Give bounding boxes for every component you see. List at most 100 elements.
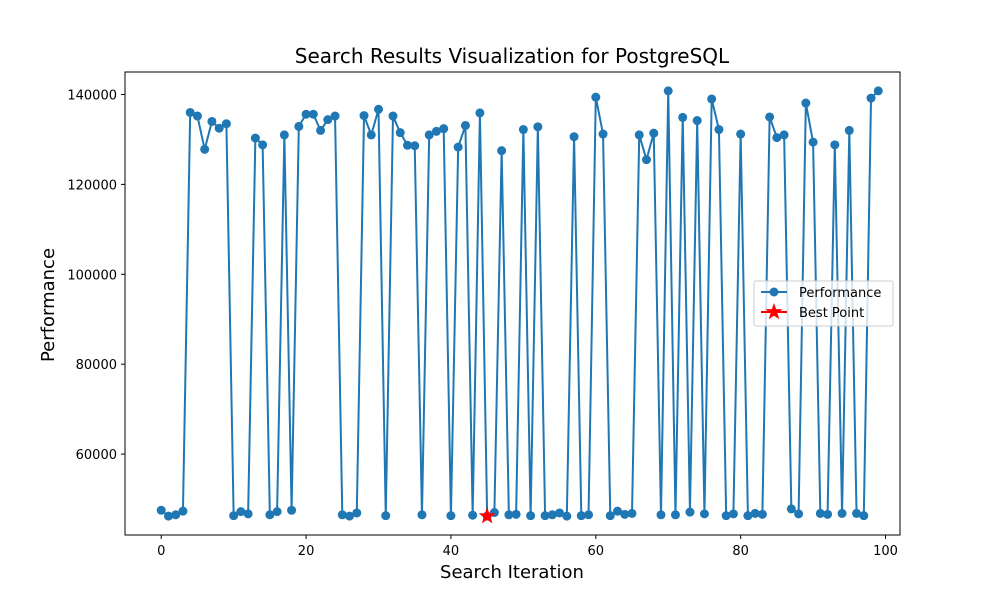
performance-point — [634, 130, 644, 140]
performance-point — [352, 508, 362, 518]
performance-point — [330, 111, 340, 121]
performance-point — [475, 108, 485, 118]
performance-point — [294, 121, 304, 131]
performance-point — [728, 509, 738, 519]
performance-point — [605, 511, 615, 521]
performance-point — [323, 115, 333, 125]
performance-point — [707, 94, 717, 104]
performance-point — [613, 506, 623, 516]
performance-point — [540, 511, 550, 521]
performance-point — [178, 506, 188, 516]
performance-point — [301, 109, 311, 119]
y-tick-label: 100000 — [67, 268, 117, 283]
performance-point — [852, 508, 862, 518]
x-axis-title: Search Iteration — [440, 562, 584, 583]
performance-point — [460, 120, 470, 130]
performance-point — [859, 511, 869, 521]
performance-point — [171, 510, 181, 520]
performance-point — [265, 510, 275, 520]
performance-point — [388, 111, 398, 121]
performance-point — [656, 510, 666, 520]
performance-point — [533, 122, 543, 132]
performance-point — [584, 510, 594, 520]
x-tick-label: 80 — [732, 544, 749, 559]
performance-point — [598, 129, 608, 139]
performance-point — [736, 129, 746, 139]
performance-point — [685, 507, 695, 517]
performance-point — [431, 126, 441, 136]
performance-point — [243, 509, 253, 519]
performance-point — [837, 508, 847, 518]
performance-point — [439, 124, 449, 134]
performance-point — [381, 511, 391, 521]
legend: Performance Best Point — [753, 280, 894, 327]
x-tick-label: 20 — [298, 544, 315, 559]
legend-performance-label: Performance — [799, 286, 881, 301]
y-tick-label: 60000 — [76, 448, 117, 463]
performance-point — [772, 133, 782, 143]
performance-point — [359, 111, 369, 121]
legend-box — [753, 280, 894, 327]
performance-point — [417, 510, 427, 520]
performance-point — [569, 132, 579, 142]
performance-point — [692, 116, 702, 126]
performance-point — [366, 130, 376, 140]
y-tick-label: 80000 — [76, 358, 117, 373]
y-tick-label: 140000 — [67, 88, 117, 103]
y-axis-title: Performance — [38, 248, 59, 362]
performance-point — [801, 98, 811, 108]
performance-point — [699, 509, 709, 519]
best-point-star — [478, 507, 496, 524]
performance-point — [229, 511, 239, 521]
legend-performance-marker — [769, 287, 779, 297]
performance-point — [721, 511, 731, 521]
performance-point — [424, 130, 434, 140]
performance-point — [866, 93, 876, 103]
performance-point — [453, 142, 463, 152]
performance-point — [185, 107, 195, 117]
performance-point — [250, 133, 260, 143]
performance-point — [316, 125, 326, 135]
performance-point — [555, 508, 565, 518]
performance-point — [670, 510, 680, 520]
performance-point — [591, 92, 601, 102]
performance-point — [547, 510, 557, 520]
performance-point — [402, 140, 412, 150]
performance-point — [374, 104, 384, 114]
chart-title: Search Results Visualization for Postgre… — [295, 44, 730, 68]
performance-point — [649, 128, 659, 138]
performance-point — [627, 508, 637, 518]
legend-best-marker — [765, 303, 783, 320]
performance-point — [779, 130, 789, 140]
performance-point — [192, 111, 202, 121]
performance-point — [221, 119, 231, 129]
performance-point — [714, 125, 724, 135]
performance-point — [236, 507, 246, 517]
performance-point — [815, 508, 825, 518]
performance-point — [823, 509, 833, 519]
y-tick-label: 120000 — [67, 178, 117, 193]
performance-point — [200, 144, 210, 154]
x-tick-label: 60 — [588, 544, 605, 559]
performance-point — [873, 86, 883, 96]
performance-point — [337, 510, 347, 520]
performance-point — [258, 140, 268, 150]
performance-point — [641, 155, 651, 165]
axes-frame — [124, 71, 901, 536]
legend-best-label: Best Point — [799, 306, 864, 321]
axis-ticks: 0 20 40 60 80 100 60000 80000 100000 120000 140000 — [67, 88, 898, 559]
performance-point — [663, 86, 673, 96]
performance-point — [410, 141, 420, 151]
performance-point — [765, 112, 775, 122]
x-tick-label: 100 — [873, 544, 898, 559]
performance-point — [808, 137, 818, 147]
performance-point — [163, 511, 173, 521]
performance-point — [830, 140, 840, 150]
performance-point — [750, 508, 760, 518]
performance-point — [287, 505, 297, 515]
performance-point — [446, 511, 456, 521]
performance-point — [214, 123, 224, 133]
plot-area — [124, 71, 901, 536]
performance-point — [562, 511, 572, 521]
performance-point — [207, 116, 217, 126]
